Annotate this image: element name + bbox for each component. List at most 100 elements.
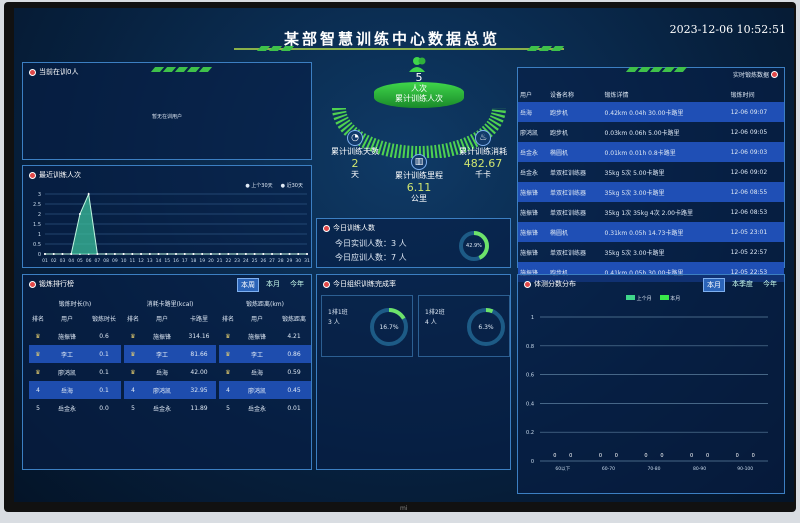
- data-point: [253, 253, 256, 255]
- x-tick-label: 31: [304, 258, 310, 264]
- tab-year[interactable]: 今年: [763, 280, 777, 288]
- data-point: [105, 253, 108, 255]
- x-tick-label: 12: [138, 258, 144, 264]
- tab-year[interactable]: 今年: [290, 280, 304, 288]
- tab-month[interactable]: 本月: [266, 280, 280, 288]
- summary-arc: [332, 107, 506, 158]
- ranking-row: ♛ 岳海 42.00: [124, 363, 216, 381]
- panel-title: 今日组织训练完成率: [333, 280, 396, 288]
- y-tick-label: 1: [531, 315, 534, 321]
- user-name: 廖鸿凯: [57, 369, 76, 377]
- metric-value: 32.95: [190, 386, 208, 394]
- class-name: 1排1班: [328, 309, 348, 316]
- x-tick-label: 01: [42, 258, 48, 264]
- col-header: 用户: [520, 91, 533, 99]
- exercise-detail: 0.42km 0.04h 30.00卡路里: [604, 109, 684, 117]
- x-tick-label: 60-70: [602, 466, 615, 472]
- x-tick-label: 18: [191, 258, 197, 264]
- data-point: [244, 253, 247, 255]
- x-tick-label: 05: [77, 258, 83, 264]
- x-tick-label: 22: [226, 258, 232, 264]
- today-count-panel: 今日训练人数 今日实训人数：3 人 今日应训人数：7 人 42.9%: [316, 218, 511, 268]
- exercise-detail: 35kg 5次 3.00卡路里: [604, 249, 665, 257]
- x-tick-label: 08: [103, 258, 109, 264]
- tab-quarter[interactable]: 本季度: [732, 280, 753, 288]
- days-value: 2: [351, 157, 359, 170]
- ranking-caption: 锻炼距离(km): [245, 301, 284, 308]
- tab-month[interactable]: 本月: [703, 278, 725, 292]
- ring-progress: [467, 308, 505, 346]
- x-tick-label: 24: [243, 258, 249, 264]
- legend-item[interactable]: 上个月: [626, 295, 652, 302]
- data-point: [271, 253, 274, 255]
- data-point: [279, 253, 282, 255]
- page-title: 某部智慧训练中心数据总览: [284, 30, 501, 48]
- x-tick-label: 17: [182, 258, 188, 264]
- x-tick-label: 30: [295, 258, 301, 264]
- exercise-time: 12-05 23:01: [730, 228, 768, 236]
- metric-value: 0.1: [99, 368, 109, 376]
- current-training-panel: 当前在训0人 暂无在训用户: [22, 62, 312, 160]
- ranking-row: 5 岳金永 11.89: [124, 399, 216, 417]
- user-name: 岳海: [155, 369, 168, 377]
- y-tick-label: 3: [38, 192, 41, 198]
- device-name: 椭圆机: [550, 229, 569, 237]
- legend-item[interactable]: ● 近30天: [280, 183, 303, 189]
- legend-item[interactable]: ● 上个30天: [245, 183, 273, 189]
- user-name: 岳金永: [520, 169, 539, 177]
- rank-number: 5: [226, 404, 230, 412]
- exercise-time: 12-05 22:53: [730, 268, 768, 276]
- tab-week[interactable]: 本周: [237, 278, 259, 292]
- x-tick-label: 80-90: [693, 466, 706, 472]
- x-tick-label: 16: [173, 258, 179, 264]
- data-point: [288, 253, 291, 255]
- ranking-row: 4 廖鸿凯 0.45: [219, 381, 311, 399]
- realtime-row: 施振锋 单双杠训练器 35kg 1次 35kg 4次 2.00卡路里 12-06 08…: [518, 202, 784, 222]
- legend-label: 上个月: [636, 296, 652, 302]
- rank-number: 4: [36, 386, 40, 394]
- legend-item[interactable]: 本月: [659, 295, 680, 302]
- data-point: [183, 253, 186, 255]
- ranking-table: 消耗卡路里(kcal) 排名 用户 卡路里 ♛ 施振锋 314.16 ♛ 李工 81…: [124, 299, 216, 417]
- rank-number: 5: [36, 404, 40, 412]
- completion-ring: [467, 308, 505, 346]
- col-header: 锻炼详情: [604, 91, 629, 99]
- metric-value: 0.01: [287, 404, 301, 412]
- y-tick-label: 0.2: [526, 430, 534, 436]
- exercise-detail: 35kg 5次 5.00卡路里: [604, 169, 665, 177]
- data-point: [157, 253, 160, 255]
- user-name: 廖鸿凯: [152, 387, 171, 395]
- col-header: 排名: [126, 316, 139, 323]
- energy-unit: 千卡: [475, 170, 491, 179]
- bar-label: 0: [690, 453, 693, 459]
- x-tick-label: 23: [234, 258, 240, 264]
- x-tick-label: 03: [60, 258, 66, 264]
- panel-bullet-icon: [524, 280, 531, 288]
- metric-value: 42.00: [190, 368, 208, 376]
- metric-value: 4.21: [287, 332, 301, 340]
- data-point: [201, 253, 204, 255]
- realtime-row: 岳金永 椭圆机 0.01km 0.01h 0.8卡路里 12-06 09:03: [518, 142, 784, 162]
- crown-icon: ♛: [130, 368, 136, 376]
- exercise-time: 12-06 09:05: [730, 128, 768, 136]
- x-tick-label: 70-80: [647, 466, 660, 472]
- col-header: 排名: [31, 316, 44, 323]
- rank-number: 4: [226, 386, 230, 394]
- exercise-time: 12-06 09:07: [730, 108, 768, 116]
- empty-message: 暂无在训用户: [151, 114, 182, 120]
- datetime: 2023-12-06 10:52:51: [669, 23, 786, 36]
- realtime-row: 施振锋 单双杠训练器 35kg 5次 3.00卡路里 12-05 22:57: [518, 242, 784, 262]
- panel-deco: [625, 67, 688, 72]
- x-tick-label: 02: [51, 258, 57, 264]
- crown-icon: ♛: [130, 350, 136, 358]
- exercise-time: 12-06 08:53: [730, 208, 768, 216]
- user-name: 施振锋: [520, 229, 539, 237]
- bar-label: 0: [615, 453, 618, 459]
- user-name: 李工: [60, 351, 73, 359]
- metric-value: 0.0: [99, 404, 109, 412]
- user-name: 岳海: [520, 109, 533, 117]
- today-actual: 今日实训人数：3 人: [335, 239, 407, 248]
- user-name: 施振锋: [57, 333, 76, 341]
- data-point: [96, 253, 99, 255]
- distance-label: 累计训练里程: [395, 171, 443, 180]
